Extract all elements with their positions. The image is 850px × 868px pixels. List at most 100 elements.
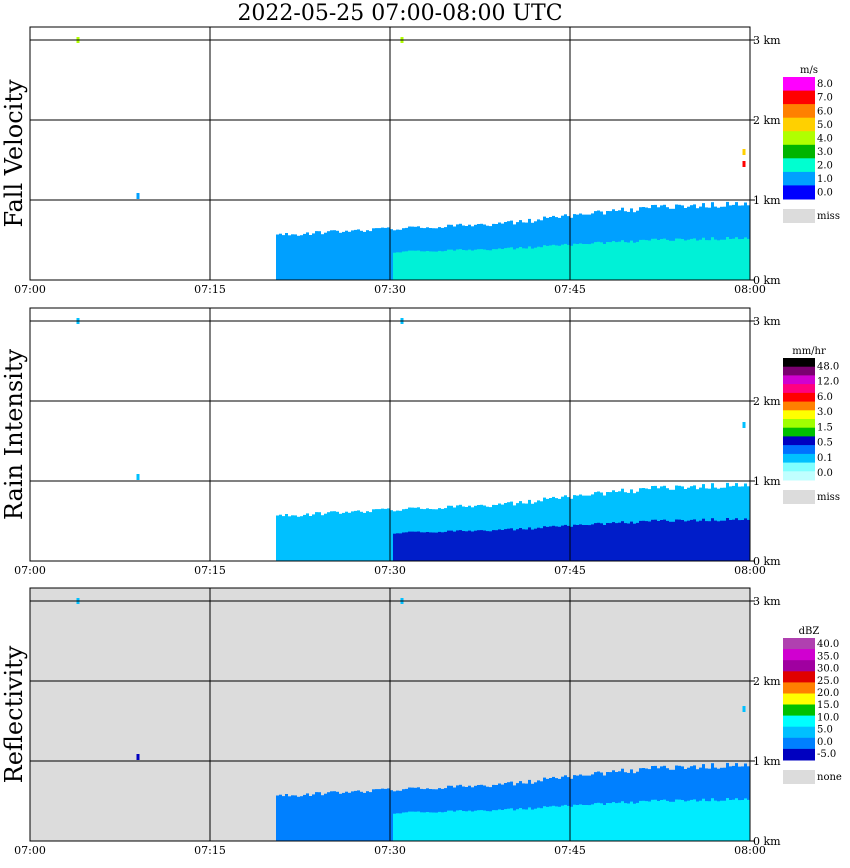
colorbar-band — [783, 392, 815, 403]
echo-core — [459, 530, 462, 561]
echo-core — [684, 801, 687, 841]
echo-core — [702, 798, 705, 841]
echo-core — [645, 801, 648, 841]
colorbar-band — [783, 77, 815, 92]
echo-column — [312, 233, 315, 280]
echo-column — [324, 513, 327, 561]
echo-core — [591, 804, 594, 841]
echo-core — [525, 809, 528, 841]
height-tick-label: 1 km — [753, 475, 781, 488]
echo-column — [384, 788, 387, 841]
echo-column — [294, 795, 297, 841]
echo-core — [702, 518, 705, 561]
colorbar-band — [783, 144, 815, 159]
echo-column — [330, 511, 333, 561]
echo-core — [609, 803, 612, 841]
colorbar-label: 0.1 — [817, 453, 833, 464]
echo-core — [411, 531, 414, 561]
colorbar-band — [783, 117, 815, 132]
echo-core — [510, 808, 513, 841]
echo-core — [579, 243, 582, 280]
echo-core — [567, 805, 570, 841]
echo-column — [315, 512, 318, 561]
echo-core — [627, 803, 630, 841]
echo-core — [666, 800, 669, 841]
echo-core — [423, 251, 426, 280]
echo-core — [639, 800, 642, 841]
echo-column — [369, 231, 372, 280]
echo-core — [585, 244, 588, 280]
echo-core — [681, 520, 684, 561]
echo-core — [582, 805, 585, 841]
echo-column — [354, 510, 357, 561]
echo-core — [588, 805, 591, 841]
colorbar-label: 4.0 — [817, 133, 833, 144]
time-tick-label: 07:30 — [374, 283, 406, 296]
echo-column — [303, 514, 306, 561]
colorbar-label: 1.0 — [817, 174, 833, 185]
echo-column — [366, 511, 369, 561]
echo-core — [606, 523, 609, 561]
echo-column — [312, 794, 315, 841]
colorbar-label: 0.0 — [817, 188, 833, 199]
echo-core — [558, 245, 561, 280]
echo-core — [711, 518, 714, 561]
echo-core — [717, 801, 720, 841]
echo-core — [597, 241, 600, 280]
echo-core — [624, 242, 627, 280]
echo-core — [588, 244, 591, 280]
echo-column — [288, 796, 291, 841]
echo-core — [417, 531, 420, 561]
echo-core — [660, 800, 663, 841]
echo-core — [600, 523, 603, 561]
echo-core — [507, 528, 510, 561]
time-tick-label: 08:00 — [734, 844, 766, 857]
echo-column — [291, 795, 294, 841]
echo-core — [732, 799, 735, 841]
echo-core — [537, 807, 540, 841]
colorbar-band — [783, 649, 815, 661]
echo-core — [516, 248, 519, 280]
echo-core — [495, 810, 498, 841]
echo-column — [300, 235, 303, 280]
echo-core — [687, 239, 690, 280]
echo-core — [654, 799, 657, 841]
echo-core — [426, 251, 429, 280]
echo-core — [570, 526, 573, 561]
echo-column — [348, 231, 351, 280]
echo-core — [453, 811, 456, 841]
echo-core — [450, 530, 453, 561]
colorbar-band — [783, 158, 815, 173]
echo-core — [399, 252, 402, 280]
echo-core — [546, 245, 549, 280]
echo-core — [549, 526, 552, 561]
echo-core — [693, 519, 696, 561]
colorbar-band — [783, 436, 815, 446]
colorbar-missing-swatch — [783, 209, 815, 223]
echo-column — [309, 235, 312, 280]
echo-core — [462, 531, 465, 561]
echo-column — [312, 514, 315, 561]
time-tick-label: 07:30 — [374, 564, 406, 577]
echo-core — [726, 798, 729, 841]
colorbar-band — [783, 682, 815, 694]
echo-core — [396, 252, 399, 280]
echo-core — [633, 242, 636, 280]
echo-core — [480, 810, 483, 841]
echo-column — [279, 233, 282, 280]
colorbar-band — [783, 638, 815, 650]
echo-core — [432, 251, 435, 280]
colorbar-band — [783, 375, 815, 385]
echo-core — [651, 519, 654, 561]
colorbar-band — [783, 715, 815, 728]
echo-core — [630, 521, 633, 561]
echo-core — [519, 808, 522, 841]
echo-core — [582, 525, 585, 561]
panel-ylabel: Rain Intensity — [0, 349, 28, 521]
colorbar-label: 40.0 — [817, 639, 839, 650]
echo-core — [615, 242, 618, 280]
echo-core — [726, 518, 729, 561]
echo-core — [612, 802, 615, 841]
echo-core — [456, 249, 459, 280]
colorbar-band — [783, 171, 815, 186]
